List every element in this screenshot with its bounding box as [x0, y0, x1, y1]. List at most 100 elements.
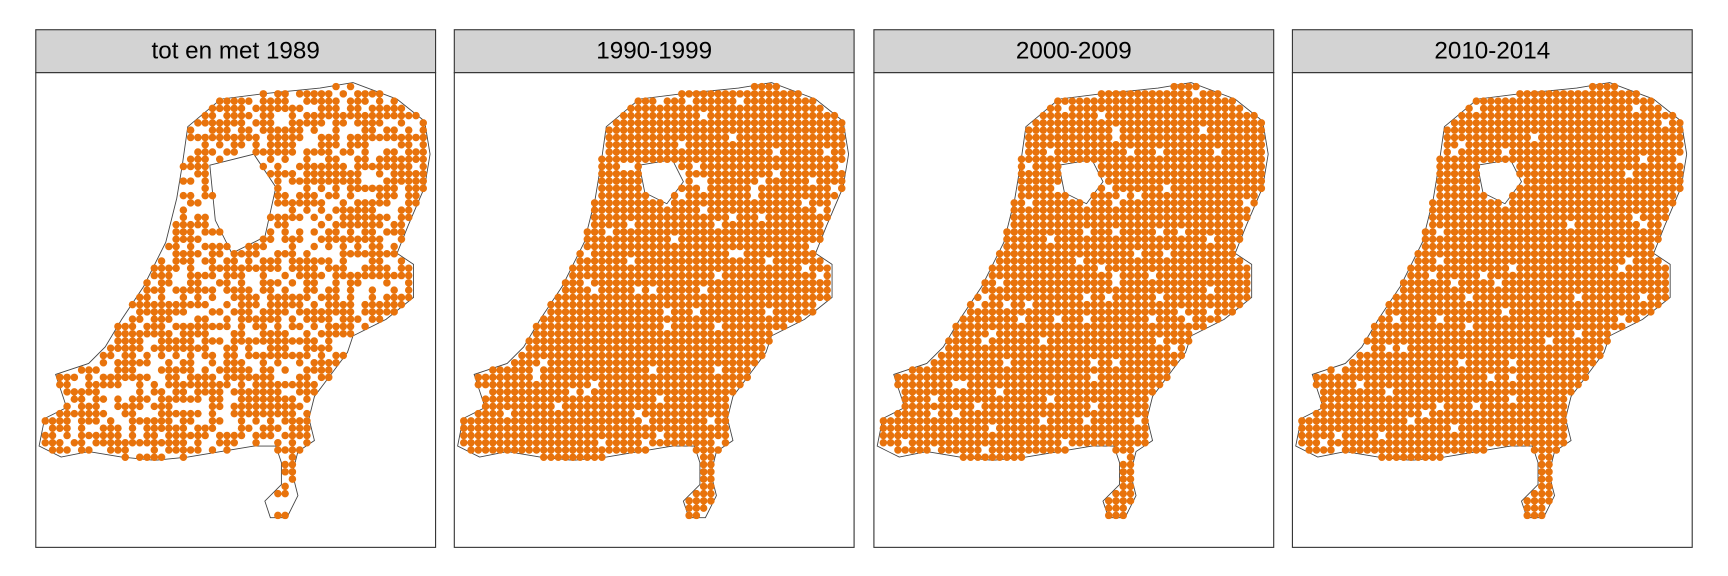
occurrence-dot — [627, 402, 635, 411]
occurrence-dot — [208, 308, 217, 316]
occurrence-dot — [1039, 373, 1048, 382]
occurrence-dot — [1163, 155, 1171, 163]
occurrence-dot — [765, 140, 773, 149]
occurrence-dot — [295, 104, 304, 113]
occurrence-dot — [390, 191, 398, 200]
occurrence-dot — [1574, 206, 1582, 214]
occurrence-dot — [1214, 242, 1222, 251]
occurrence-dot — [303, 206, 311, 214]
occurrence-dot — [678, 148, 686, 156]
occurrence-dot — [1163, 104, 1171, 113]
occurrence-dot — [63, 446, 71, 454]
occurrence-dot — [281, 250, 289, 258]
occurrence-dot — [1654, 111, 1662, 120]
occurrence-dot — [627, 177, 635, 185]
occurrence-dot — [237, 315, 246, 323]
occurrence-dot — [1668, 111, 1677, 120]
occurrence-dot — [325, 97, 333, 105]
occurrence-dot — [172, 388, 180, 396]
occurrence-dot — [995, 250, 1004, 258]
occurrence-dot — [772, 162, 781, 171]
occurrence-dot — [368, 206, 377, 214]
occurrence-dot — [995, 329, 1004, 338]
occurrence-dot — [1061, 402, 1069, 411]
occurrence-dot — [772, 97, 781, 105]
occurrence-dot — [750, 82, 759, 91]
occurrence-dot — [172, 235, 180, 243]
occurrence-dot — [1003, 344, 1011, 352]
occurrence-dot — [317, 119, 326, 127]
occurrence-dot — [266, 148, 275, 156]
occurrence-dot — [707, 322, 715, 331]
occurrence-dot — [721, 104, 730, 113]
occurrence-dot — [1141, 191, 1149, 200]
occurrence-dot — [1068, 279, 1077, 287]
occurrence-dot — [952, 402, 960, 411]
occurrence-dot — [1192, 82, 1200, 91]
occurrence-dot — [1097, 126, 1106, 134]
occurrence-dot — [1487, 155, 1495, 163]
occurrence-dot — [1046, 213, 1055, 222]
occurrence-dot — [787, 104, 795, 113]
occurrence-dot — [1068, 104, 1077, 113]
occurrence-dot — [590, 220, 599, 229]
occurrence-dot — [1538, 162, 1546, 171]
occurrence-dot — [619, 170, 628, 178]
occurrence-dot — [1603, 148, 1611, 156]
occurrence-dot — [576, 359, 584, 367]
occurrence-dot — [539, 409, 548, 418]
occurrence-dot — [1039, 402, 1048, 411]
occurrence-dot — [1163, 220, 1171, 229]
occurrence-dot — [1508, 155, 1517, 163]
occurrence-dot — [641, 279, 650, 287]
occurrence-dot — [412, 199, 420, 207]
occurrence-dot — [1530, 199, 1539, 207]
occurrence-dot — [743, 199, 752, 207]
occurrence-dot — [692, 300, 701, 309]
occurrence-dot — [561, 373, 570, 382]
occurrence-dot — [1010, 286, 1018, 294]
occurrence-dot — [670, 199, 679, 207]
occurrence-dot — [1054, 402, 1062, 411]
occurrence-dot — [988, 417, 997, 425]
occurrence-dot — [1119, 206, 1127, 214]
occurrence-dot — [590, 199, 599, 207]
occurrence-dot — [157, 300, 166, 309]
occurrence-dot — [750, 199, 759, 207]
occurrence-dot — [1472, 220, 1481, 229]
occurrence-dot — [230, 293, 238, 302]
occurrence-dot — [532, 446, 541, 454]
occurrence-dot — [1155, 344, 1164, 352]
occurrence-dot — [627, 438, 635, 447]
occurrence-dot — [1603, 97, 1611, 105]
occurrence-dot — [894, 424, 902, 432]
occurrence-dot — [692, 170, 701, 178]
occurrence-dot — [325, 373, 333, 382]
occurrence-dot — [186, 155, 195, 163]
occurrence-dot — [627, 170, 635, 178]
occurrence-dot — [1625, 148, 1633, 156]
occurrence-dot — [1581, 148, 1590, 156]
occurrence-dot — [525, 337, 533, 345]
occurrence-dot — [937, 373, 946, 382]
occurrence-dot — [1250, 184, 1258, 193]
occurrence-dot — [995, 438, 1004, 447]
occurrence-dot — [605, 438, 613, 447]
occurrence-dot — [1610, 155, 1619, 163]
occurrence-dot — [561, 351, 570, 360]
occurrence-dot — [721, 388, 730, 396]
occurrence-dot — [150, 380, 159, 389]
occurrence-dot — [952, 359, 960, 367]
occurrence-dot — [1068, 402, 1077, 411]
occurrence-dot — [721, 242, 730, 251]
occurrence-dot — [915, 431, 924, 440]
occurrence-dot — [266, 257, 275, 265]
occurrence-dot — [467, 424, 475, 432]
occurrence-dot — [707, 235, 715, 243]
occurrence-dot — [930, 402, 939, 411]
occurrence-dot — [1068, 322, 1077, 331]
occurrence-dot — [194, 409, 202, 418]
occurrence-dot — [1257, 155, 1266, 163]
occurrence-dot — [368, 119, 377, 127]
occurrence-dot — [281, 155, 289, 163]
